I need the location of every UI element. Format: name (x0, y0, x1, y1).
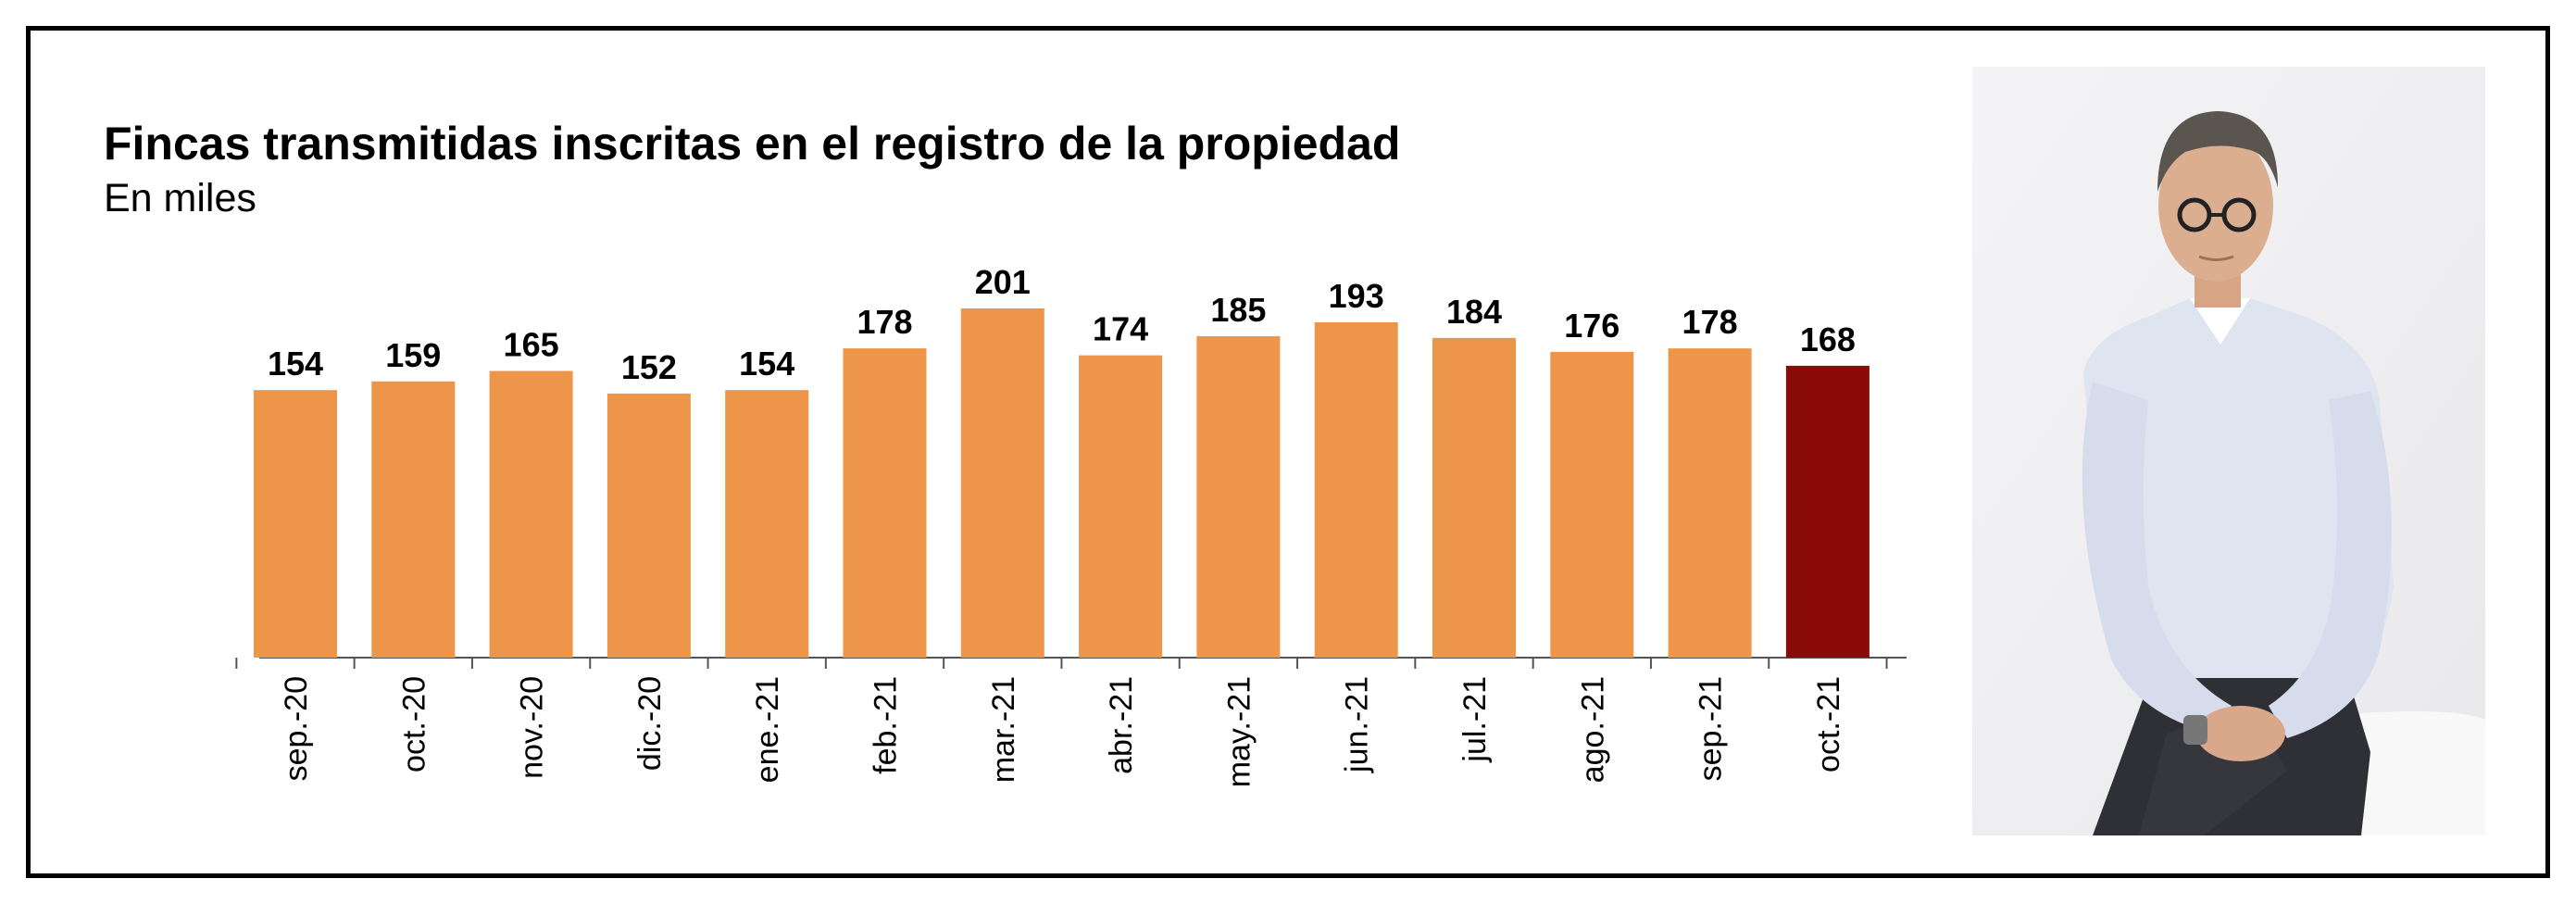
person-photo (1972, 67, 2485, 835)
data-label: 168 (1800, 320, 1856, 358)
x-tick-label: abr.-21 (1104, 676, 1139, 774)
bar (960, 308, 1044, 658)
data-label: 154 (739, 345, 794, 383)
data-label: 178 (1682, 303, 1738, 341)
bar (489, 370, 573, 658)
x-tick-label: sep.-21 (1694, 676, 1729, 781)
chart-title: Fincas transmitidas inscritas en el regi… (104, 118, 1401, 170)
bar (606, 393, 691, 658)
data-label: 176 (1564, 307, 1619, 345)
x-tick-label: sep.-20 (279, 676, 314, 781)
x-tick-label: ene.-21 (750, 676, 785, 783)
bar (1079, 355, 1163, 658)
bar (725, 390, 809, 658)
bar (1314, 322, 1398, 658)
data-label: 154 (268, 345, 323, 383)
x-tick-label: oct.-20 (396, 676, 431, 772)
data-label: 152 (621, 348, 677, 386)
bar (1196, 336, 1281, 658)
bar (843, 348, 927, 658)
x-tick-label: jul.-21 (1457, 676, 1493, 763)
data-label: 193 (1329, 277, 1384, 315)
x-tick-label: may.-21 (1221, 676, 1257, 787)
data-label: 185 (1210, 291, 1266, 329)
x-tick-label: dic.-20 (632, 676, 668, 771)
data-label: 174 (1093, 310, 1148, 348)
bar (1785, 365, 1869, 658)
bar (254, 390, 337, 658)
x-tick-label: oct.-21 (1811, 676, 1846, 772)
x-tick-label: ago.-21 (1575, 676, 1610, 783)
bar (1432, 337, 1516, 658)
bar (1668, 348, 1752, 658)
bar (1550, 351, 1634, 658)
data-label: 184 (1446, 293, 1502, 331)
chart-subtitle: En miles (104, 176, 256, 220)
x-tick-label: nov.-20 (515, 676, 550, 779)
bar (371, 381, 456, 658)
x-tick-label: feb.-21 (869, 676, 904, 774)
data-label: 201 (975, 263, 1031, 301)
data-label: 159 (385, 336, 441, 374)
data-label: 178 (857, 303, 912, 341)
x-tick-label: jun.-21 (1340, 676, 1375, 773)
data-label: 165 (504, 326, 559, 364)
x-tick-label: mar.-21 (986, 676, 1021, 783)
